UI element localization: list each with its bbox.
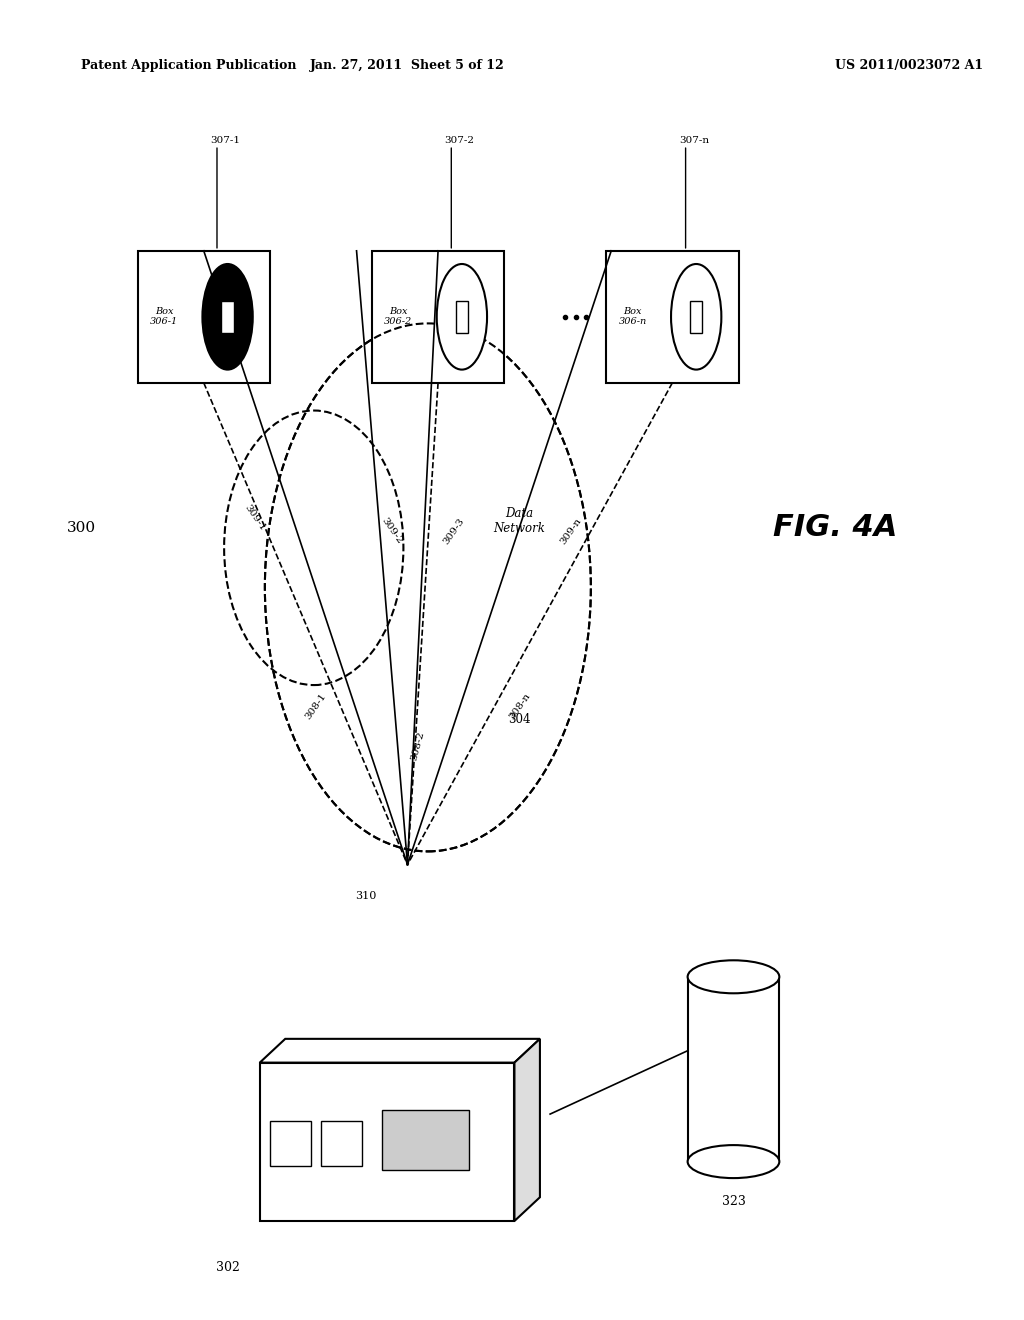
FancyBboxPatch shape bbox=[372, 251, 504, 383]
FancyBboxPatch shape bbox=[690, 301, 702, 333]
Ellipse shape bbox=[671, 264, 721, 370]
FancyBboxPatch shape bbox=[270, 1121, 310, 1166]
Text: 310: 310 bbox=[355, 891, 377, 902]
Text: Box
306-2: Box 306-2 bbox=[384, 308, 413, 326]
Text: 300: 300 bbox=[67, 521, 96, 535]
Text: 309-2: 309-2 bbox=[380, 516, 404, 546]
Text: Data
Network: Data Network bbox=[494, 507, 546, 536]
FancyBboxPatch shape bbox=[606, 251, 738, 383]
Ellipse shape bbox=[203, 264, 253, 370]
Text: 304: 304 bbox=[508, 713, 530, 726]
Text: 307-n: 307-n bbox=[679, 136, 709, 145]
Ellipse shape bbox=[688, 961, 779, 993]
Ellipse shape bbox=[224, 411, 403, 685]
Polygon shape bbox=[260, 1063, 514, 1221]
Polygon shape bbox=[514, 1039, 540, 1221]
Text: Patent Application Publication: Patent Application Publication bbox=[82, 59, 297, 73]
Text: 307-1: 307-1 bbox=[210, 136, 241, 145]
FancyBboxPatch shape bbox=[221, 301, 233, 333]
Text: FIG. 4A: FIG. 4A bbox=[773, 513, 898, 543]
Text: 302: 302 bbox=[215, 1261, 240, 1274]
Text: 307-2: 307-2 bbox=[444, 136, 475, 145]
Text: 309-1: 309-1 bbox=[243, 503, 267, 533]
Ellipse shape bbox=[436, 264, 487, 370]
Text: Box
306-1: Box 306-1 bbox=[150, 308, 178, 326]
FancyBboxPatch shape bbox=[456, 301, 468, 333]
Text: Box
306-n: Box 306-n bbox=[618, 308, 647, 326]
Text: 309-n: 309-n bbox=[558, 516, 583, 546]
FancyBboxPatch shape bbox=[688, 977, 779, 1162]
FancyBboxPatch shape bbox=[321, 1121, 361, 1166]
Text: US 2011/0023072 A1: US 2011/0023072 A1 bbox=[836, 59, 983, 73]
Text: Jan. 27, 2011  Sheet 5 of 12: Jan. 27, 2011 Sheet 5 of 12 bbox=[310, 59, 505, 73]
FancyBboxPatch shape bbox=[137, 251, 270, 383]
Text: 308-1: 308-1 bbox=[303, 692, 328, 721]
Text: 308-n: 308-n bbox=[507, 692, 531, 721]
Ellipse shape bbox=[688, 1144, 779, 1179]
Polygon shape bbox=[260, 1039, 540, 1063]
Text: 309-3: 309-3 bbox=[441, 516, 466, 546]
Text: 308-2: 308-2 bbox=[410, 730, 426, 762]
Text: 323: 323 bbox=[722, 1195, 745, 1208]
FancyBboxPatch shape bbox=[382, 1110, 469, 1171]
